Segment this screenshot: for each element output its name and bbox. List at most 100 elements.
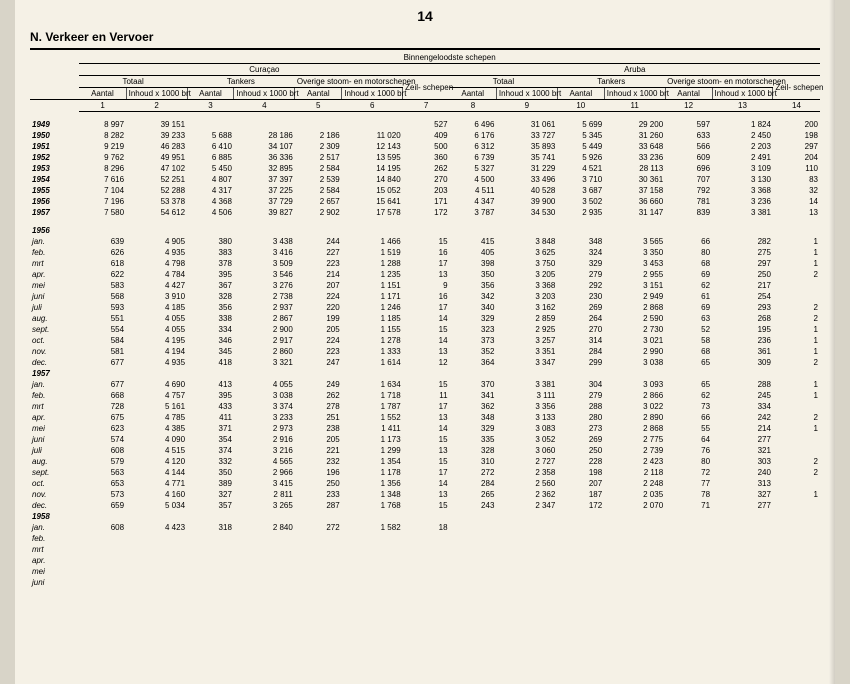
cell (234, 555, 295, 566)
year-label: 1957 (30, 368, 79, 379)
table-row: 19508 28239 2335 68828 1862 18611 020409… (30, 130, 820, 141)
cell: 83 (773, 174, 820, 185)
table-row: 19519 21946 2836 41034 1072 30912 143500… (30, 141, 820, 152)
cell: 345 (187, 346, 234, 357)
grp-totaal-a: Totaal (450, 76, 558, 88)
cell: 304 (557, 379, 604, 390)
cell: 33 648 (604, 141, 665, 152)
cell: 78 (665, 489, 712, 500)
cell: 6 312 (450, 141, 497, 152)
year-label: 1956 (30, 225, 79, 236)
cell: 2 517 (295, 152, 342, 163)
cell: 3 710 (557, 174, 604, 185)
cell: 3 356 (496, 401, 557, 412)
cell: 17 578 (342, 207, 403, 218)
cell: 3 351 (496, 346, 557, 357)
cell: 35 893 (496, 141, 557, 152)
year-label: 1951 (30, 141, 79, 152)
cell: 198 (557, 467, 604, 478)
cell (126, 566, 187, 577)
cell: 659 (79, 500, 126, 511)
table-row: aug.5794 1203324 5652321 354153102 72722… (30, 456, 820, 467)
cell: 171 (403, 196, 450, 207)
cell (773, 445, 820, 456)
cell: 1 768 (342, 500, 403, 511)
table-row: mei5834 4273673 2762071 15193563 3682923… (30, 280, 820, 291)
cell: 279 (557, 390, 604, 401)
col-index: 4 (234, 100, 295, 112)
cell: 233 (295, 489, 342, 500)
cell: 335 (450, 434, 497, 445)
cell: 299 (557, 357, 604, 368)
col-inhoud: Inhoud x 1000 brt (234, 88, 295, 100)
table-row: dec.6595 0343573 2652871 768152432 34717… (30, 500, 820, 511)
cell: 2 866 (604, 390, 665, 401)
cell: 14 (403, 423, 450, 434)
month-label: mrt (30, 258, 79, 269)
cell: 214 (712, 423, 773, 434)
cell: 2 (773, 269, 820, 280)
table-row: apr. (30, 555, 820, 566)
cell (496, 544, 557, 555)
month-label: dec. (30, 357, 79, 368)
cell (496, 522, 557, 533)
cell: 68 (665, 346, 712, 357)
cell: 373 (450, 335, 497, 346)
cell: 13 (403, 489, 450, 500)
cell: 13 (403, 445, 450, 456)
cell: 395 (187, 269, 234, 280)
cell: 622 (79, 269, 126, 280)
cell: 4 160 (126, 489, 187, 500)
cell: 15 641 (342, 196, 403, 207)
cell: 566 (665, 141, 712, 152)
cell: 72 (665, 467, 712, 478)
cell (126, 544, 187, 555)
cell (342, 119, 403, 130)
month-label: oct. (30, 335, 79, 346)
cell: 1 278 (342, 335, 403, 346)
cell: 334 (712, 401, 773, 412)
cell: 2 584 (295, 185, 342, 196)
cell: 568 (79, 291, 126, 302)
cell: 230 (557, 291, 604, 302)
grp-overige-a: Overige stoom- en motorschepen (665, 76, 773, 88)
cell (403, 555, 450, 566)
cell: 3 453 (604, 258, 665, 269)
cell: 608 (79, 445, 126, 456)
cell: 2 (773, 357, 820, 368)
cell: 2 955 (604, 269, 665, 280)
cell: 204 (773, 152, 820, 163)
cell: 4 090 (126, 434, 187, 445)
col-index: 1 (79, 100, 126, 112)
year-label: 1952 (30, 152, 79, 163)
cell: 47 102 (126, 163, 187, 174)
cell (450, 566, 497, 577)
cell: 33 496 (496, 174, 557, 185)
month-label: sept. (30, 324, 79, 335)
cell: 3 162 (496, 302, 557, 313)
table-row: mei6234 3853712 9732381 411143293 083273… (30, 423, 820, 434)
cell: 35 741 (496, 152, 557, 163)
table-row: 19538 29647 1025 45032 8952 58414 195262… (30, 163, 820, 174)
cell (557, 577, 604, 588)
year-label: 1954 (30, 174, 79, 185)
cell: 1 (773, 423, 820, 434)
cell: 2 935 (557, 207, 604, 218)
cell: 3 502 (557, 196, 604, 207)
cell: 6 739 (450, 152, 497, 163)
table-row: jan.6774 6904134 0552491 634153703 38130… (30, 379, 820, 390)
cell: 583 (79, 280, 126, 291)
cell: 3 038 (604, 357, 665, 368)
cell: 6 410 (187, 141, 234, 152)
cell: 581 (79, 346, 126, 357)
cell: 3 321 (234, 357, 295, 368)
cell: 18 (403, 522, 450, 533)
cell: 357 (187, 500, 234, 511)
cell (79, 533, 126, 544)
col-index: 2 (126, 100, 187, 112)
cell: 284 (557, 346, 604, 357)
cell (665, 566, 712, 577)
section-title: N. Verkeer en Vervoer (30, 30, 820, 44)
cell (295, 533, 342, 544)
cell (773, 434, 820, 445)
